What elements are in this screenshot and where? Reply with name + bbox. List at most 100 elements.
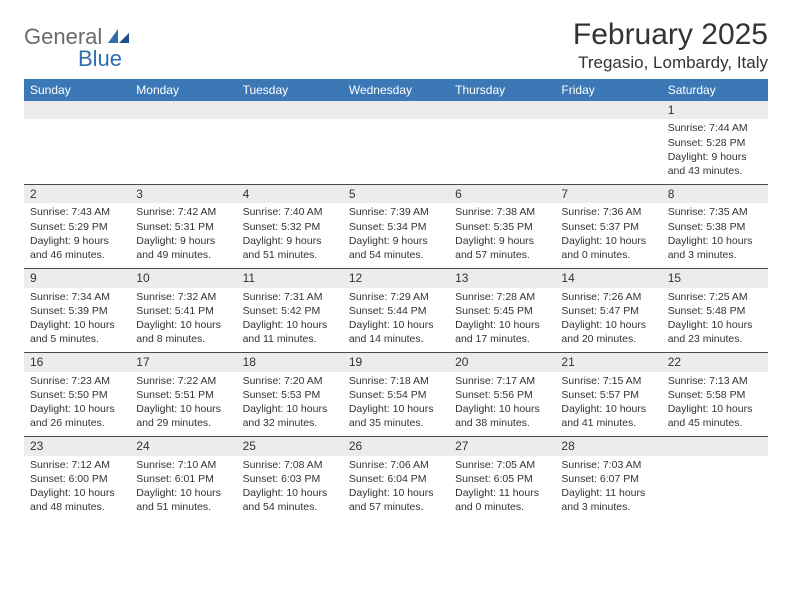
day-number-cell: 21	[555, 353, 661, 372]
sunset-text: Sunset: 5:31 PM	[136, 220, 230, 234]
sunrise-text: Sunrise: 7:40 AM	[243, 205, 337, 219]
daylight-text: Daylight: 9 hours	[30, 234, 124, 248]
day-number-cell: 20	[449, 353, 555, 372]
header: General Blue February 2025 Tregasio, Lom…	[24, 18, 768, 73]
day-number-cell: 17	[130, 353, 236, 372]
weekday-header: Thursday	[449, 79, 555, 101]
daylight-text: and 51 minutes.	[136, 500, 230, 514]
logo-sail-icon	[106, 27, 132, 45]
daylight-text: Daylight: 10 hours	[136, 402, 230, 416]
day-number-cell: 7	[555, 185, 661, 204]
sunset-text: Sunset: 5:45 PM	[455, 304, 549, 318]
sunrise-text: Sunrise: 7:31 AM	[243, 290, 337, 304]
weekday-header: Friday	[555, 79, 661, 101]
sunrise-text: Sunrise: 7:38 AM	[455, 205, 549, 219]
daylight-text: and 45 minutes.	[668, 416, 762, 430]
daylight-text: Daylight: 10 hours	[455, 402, 549, 416]
day-number-row: 1	[24, 101, 768, 119]
day-number-row: 2345678	[24, 185, 768, 204]
page-subtitle: Tregasio, Lombardy, Italy	[573, 53, 768, 73]
weekday-header: Sunday	[24, 79, 130, 101]
weekday-header: Monday	[130, 79, 236, 101]
day-info-cell: Sunrise: 7:18 AMSunset: 5:54 PMDaylight:…	[343, 372, 449, 437]
daylight-text: and 3 minutes.	[561, 500, 655, 514]
weekday-header: Tuesday	[237, 79, 343, 101]
daylight-text: Daylight: 10 hours	[136, 318, 230, 332]
daylight-text: and 51 minutes.	[243, 248, 337, 262]
day-info-cell	[555, 119, 661, 184]
day-number-row: 16171819202122	[24, 353, 768, 372]
day-info-cell	[343, 119, 449, 184]
daylight-text: Daylight: 10 hours	[243, 486, 337, 500]
daylight-text: Daylight: 10 hours	[136, 486, 230, 500]
sunrise-text: Sunrise: 7:13 AM	[668, 374, 762, 388]
day-info-row: Sunrise: 7:44 AMSunset: 5:28 PMDaylight:…	[24, 119, 768, 184]
daylight-text: Daylight: 9 hours	[243, 234, 337, 248]
day-number-cell: 28	[555, 437, 661, 456]
sunset-text: Sunset: 5:54 PM	[349, 388, 443, 402]
daylight-text: Daylight: 10 hours	[668, 318, 762, 332]
daylight-text: and 29 minutes.	[136, 416, 230, 430]
daylight-text: and 23 minutes.	[668, 332, 762, 346]
sunrise-text: Sunrise: 7:12 AM	[30, 458, 124, 472]
day-info-cell: Sunrise: 7:15 AMSunset: 5:57 PMDaylight:…	[555, 372, 661, 437]
daylight-text: Daylight: 10 hours	[561, 234, 655, 248]
daylight-text: and 11 minutes.	[243, 332, 337, 346]
day-info-row: Sunrise: 7:34 AMSunset: 5:39 PMDaylight:…	[24, 288, 768, 353]
daylight-text: Daylight: 10 hours	[30, 318, 124, 332]
day-info-cell: Sunrise: 7:32 AMSunset: 5:41 PMDaylight:…	[130, 288, 236, 353]
daylight-text: Daylight: 10 hours	[668, 402, 762, 416]
day-info-cell: Sunrise: 7:25 AMSunset: 5:48 PMDaylight:…	[662, 288, 768, 353]
day-info-cell: Sunrise: 7:36 AMSunset: 5:37 PMDaylight:…	[555, 203, 661, 268]
day-info-cell: Sunrise: 7:26 AMSunset: 5:47 PMDaylight:…	[555, 288, 661, 353]
daylight-text: and 3 minutes.	[668, 248, 762, 262]
daylight-text: and 57 minutes.	[349, 500, 443, 514]
sunset-text: Sunset: 6:00 PM	[30, 472, 124, 486]
day-number-cell: 4	[237, 185, 343, 204]
sunset-text: Sunset: 5:53 PM	[243, 388, 337, 402]
daylight-text: and 17 minutes.	[455, 332, 549, 346]
daylight-text: and 48 minutes.	[30, 500, 124, 514]
day-number-cell: 2	[24, 185, 130, 204]
daylight-text: and 35 minutes.	[349, 416, 443, 430]
title-block: February 2025 Tregasio, Lombardy, Italy	[573, 18, 768, 73]
day-number-cell	[343, 101, 449, 119]
day-number-cell: 16	[24, 353, 130, 372]
sunrise-text: Sunrise: 7:29 AM	[349, 290, 443, 304]
day-info-cell: Sunrise: 7:29 AMSunset: 5:44 PMDaylight:…	[343, 288, 449, 353]
day-info-cell: Sunrise: 7:31 AMSunset: 5:42 PMDaylight:…	[237, 288, 343, 353]
day-number-cell	[24, 101, 130, 119]
sunrise-text: Sunrise: 7:42 AM	[136, 205, 230, 219]
sunset-text: Sunset: 5:35 PM	[455, 220, 549, 234]
day-info-cell: Sunrise: 7:23 AMSunset: 5:50 PMDaylight:…	[24, 372, 130, 437]
day-number-cell: 27	[449, 437, 555, 456]
day-info-cell: Sunrise: 7:42 AMSunset: 5:31 PMDaylight:…	[130, 203, 236, 268]
daylight-text: and 49 minutes.	[136, 248, 230, 262]
day-number-cell	[237, 101, 343, 119]
daylight-text: Daylight: 11 hours	[455, 486, 549, 500]
daylight-text: Daylight: 10 hours	[668, 234, 762, 248]
sunrise-text: Sunrise: 7:39 AM	[349, 205, 443, 219]
day-info-cell: Sunrise: 7:34 AMSunset: 5:39 PMDaylight:…	[24, 288, 130, 353]
sunrise-text: Sunrise: 7:08 AM	[243, 458, 337, 472]
day-number-cell: 14	[555, 269, 661, 288]
weekday-header: Saturday	[662, 79, 768, 101]
daylight-text: and 43 minutes.	[668, 164, 762, 178]
daylight-text: and 5 minutes.	[30, 332, 124, 346]
day-number-cell: 5	[343, 185, 449, 204]
day-number-cell	[449, 101, 555, 119]
sunrise-text: Sunrise: 7:18 AM	[349, 374, 443, 388]
day-info-cell: Sunrise: 7:20 AMSunset: 5:53 PMDaylight:…	[237, 372, 343, 437]
day-number-cell	[555, 101, 661, 119]
day-info-row: Sunrise: 7:12 AMSunset: 6:00 PM Daylight:…	[24, 456, 768, 521]
sunrise-text: Sunrise: 7:26 AM	[561, 290, 655, 304]
daylight-text: Daylight: 10 hours	[455, 318, 549, 332]
day-info-cell	[662, 456, 768, 521]
sunset-text: Sunset: 5:58 PM	[668, 388, 762, 402]
sunset-text: Sunset: 5:34 PM	[349, 220, 443, 234]
sunset-text: Sunset: 5:57 PM	[561, 388, 655, 402]
sunrise-text: Sunrise: 7:25 AM	[668, 290, 762, 304]
calendar-table: Sunday Monday Tuesday Wednesday Thursday…	[24, 79, 768, 520]
daylight-text: and 38 minutes.	[455, 416, 549, 430]
day-info-cell: Sunrise: 7:10 AMSunset: 6:01 PMDaylight:…	[130, 456, 236, 521]
